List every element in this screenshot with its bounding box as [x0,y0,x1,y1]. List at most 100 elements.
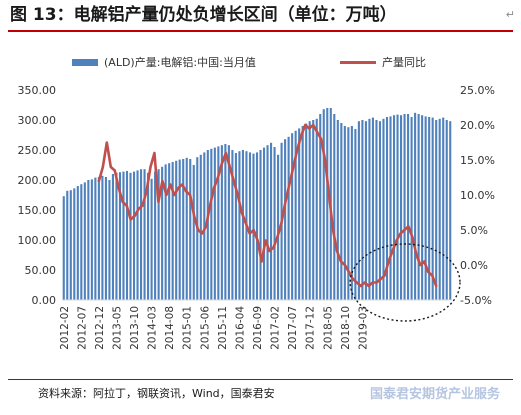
source-note: 资料来源：阿拉丁，钢联资讯，Wind，国泰君安 [38,387,275,400]
bar-series [62,108,452,301]
bar [270,142,273,300]
bar [319,114,322,300]
x-tick-label: 2015-01 [182,306,194,350]
bar [90,179,93,300]
bar [291,133,294,300]
y-right-tick-label: 25.0% [460,84,495,97]
bar [403,114,406,300]
bar [80,184,83,300]
x-tick-label: 2015-11 [217,306,229,350]
bar [273,147,276,300]
bar [438,118,441,300]
bar [182,159,185,300]
bar [389,116,392,301]
y-right-tick-label: 15.0% [460,154,495,167]
paragraph-mark-icon: ↵ [505,8,515,21]
bar [231,150,234,300]
y-left-tick-label: 200.00 [18,174,57,187]
bar [248,152,252,300]
bar [410,117,413,300]
bar [143,169,146,300]
source-rule [8,379,513,380]
bar [76,186,79,300]
x-tick-label: 2013-10 [129,306,141,350]
y-left-tick-label: 100.00 [18,234,57,247]
bar [111,174,114,300]
bar [203,152,206,300]
bar [147,172,150,300]
bar [252,153,255,300]
legend: (ALD)产量:电解铝:中国:当月值 产量同比 [72,55,426,69]
bar [132,171,136,300]
legend-label-bar: (ALD)产量:电解铝:中国:当月值 [104,55,256,69]
y-left-tick-label: 50.00 [25,264,57,277]
bar [347,127,350,300]
line-series [97,123,438,288]
bar [284,139,287,300]
bar [421,115,424,300]
bar [157,169,160,300]
y-left-tick-label: 0.00 [32,294,57,307]
y-right-tick-label: -5.0% [460,294,492,307]
bar [343,126,346,300]
bar [301,126,304,300]
bar [350,126,353,300]
x-tick-label: 2014-03 [147,306,159,350]
bar [375,120,378,300]
x-tick-label: 2012-07 [76,306,88,350]
bar [266,145,269,300]
y-right-tick-label: 10.0% [460,189,495,202]
bar [322,109,325,300]
bar [435,120,438,300]
bar [442,117,445,300]
bar [287,136,290,300]
x-tick-label: 2012-02 [59,306,71,350]
bar [414,112,417,300]
yoy-line [97,123,438,288]
bar [262,147,266,300]
bar [277,154,280,300]
bar [238,151,241,300]
bar [83,182,86,300]
bar [171,162,174,300]
bar [125,171,129,300]
bar [94,177,97,300]
axes: 0.00 50.00 100.00 150.00 200.00 250.00 300.00 3… [18,84,495,350]
watermark-text: 国泰君安期货产业服务 [370,387,501,402]
bar [417,114,420,300]
bar [308,121,311,300]
bar [210,148,213,300]
x-tick-label: 2015-06 [199,306,211,350]
x-tick-label: 2019-03 [357,306,369,350]
x-tick-label: 2018-05 [322,306,334,350]
bar [378,121,382,300]
bar [136,170,139,300]
bar [449,121,452,300]
bar [164,164,167,300]
bar [336,120,339,300]
x-tick-label: 2014-08 [164,306,176,350]
bar [178,159,181,300]
y-right-tick-label: 5.0% [460,224,488,237]
bar [220,145,223,300]
legend-swatch-bar [72,59,98,66]
bar [199,154,202,300]
bar [154,171,157,300]
bar [217,146,220,300]
x-tick-label: 2017-02 [270,306,282,350]
bar [371,117,374,300]
y-left-tick-label: 350.00 [18,84,57,97]
y-left-tick-label: 150.00 [18,204,57,217]
bar [62,196,65,300]
bar [392,115,396,300]
bar [396,114,399,300]
bar [206,150,209,300]
bar [305,123,308,300]
bar [428,117,431,300]
bar [69,190,72,300]
bar [192,165,195,300]
bar [354,129,357,300]
bar [333,114,336,300]
bar [326,108,329,300]
bar [150,178,153,300]
